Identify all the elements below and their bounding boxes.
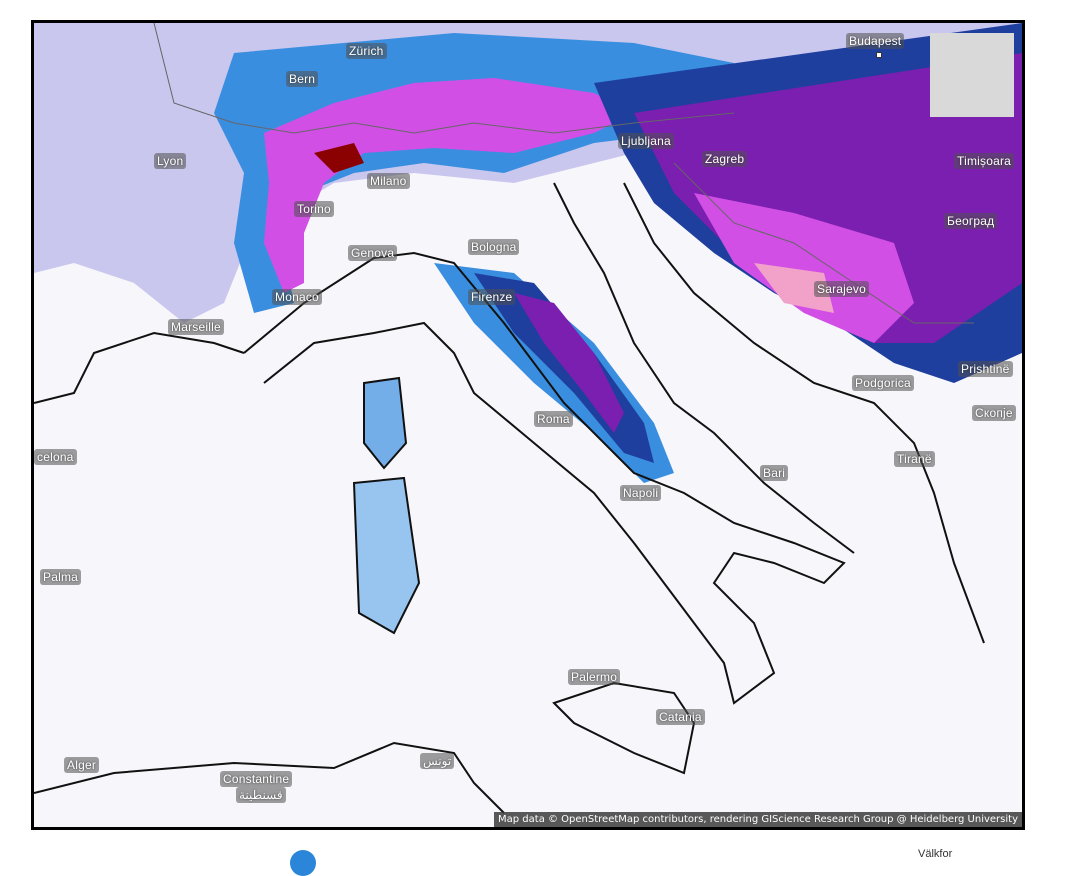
sardinia-coast xyxy=(352,476,421,635)
city-label: Roma xyxy=(534,411,573,427)
city-label: Podgorica xyxy=(852,375,914,391)
city-bologna: Bologna xyxy=(468,239,520,255)
city-genova: Genova xyxy=(348,245,398,261)
city-palma: Palma xyxy=(40,569,82,585)
city-label: Ljubljana xyxy=(618,133,674,149)
city-constantine: Constantine xyxy=(220,771,293,787)
city-budapest: Budapest xyxy=(846,33,905,58)
city-palermo: Palermo xyxy=(568,669,621,685)
city-label: Napoli xyxy=(620,485,662,501)
city-milano: Milano xyxy=(367,173,410,189)
city-label: Constantine xyxy=(220,771,293,787)
alps-core xyxy=(314,143,364,173)
city-label: Genova xyxy=(348,245,398,261)
city-label: Скопје xyxy=(972,405,1016,421)
city-label: Catania xyxy=(656,709,705,725)
sicily xyxy=(552,681,696,775)
city-zagreb: Zagreb xyxy=(702,151,748,167)
city-label: Marseille xyxy=(168,319,224,335)
city-timisoara: Timișoara xyxy=(954,153,1015,169)
city-marseille: Marseille xyxy=(168,319,224,335)
city-firenze: Firenze xyxy=(468,289,516,305)
city-bari: Bari xyxy=(760,465,789,481)
city-label: Tiranë xyxy=(894,451,935,467)
city-label: Palermo xyxy=(568,669,621,685)
city-label: Budapest xyxy=(846,33,905,49)
city-label: Alger xyxy=(64,757,100,773)
city-label: قسنطينة xyxy=(236,787,286,803)
city-catania: Catania xyxy=(656,709,705,725)
city-label: celona xyxy=(34,449,77,465)
city-barcelona: celona xyxy=(34,449,77,465)
balkan-coast xyxy=(623,182,985,644)
share-icon xyxy=(930,33,1025,830)
city-bern: Bern xyxy=(286,71,319,87)
footer-text: Välkfor xyxy=(918,848,953,860)
map-canvas xyxy=(34,23,1022,814)
city-label: Lyon xyxy=(154,153,187,169)
city-alger: Alger xyxy=(64,757,100,773)
city-label: Bern xyxy=(286,71,319,87)
city-beograd: Београд xyxy=(944,213,998,229)
border-france xyxy=(153,23,235,124)
border-balkans xyxy=(673,162,974,324)
balkans-purple xyxy=(634,53,1022,343)
city-label: Monaco xyxy=(272,289,322,305)
city-roma: Roma xyxy=(534,411,573,427)
city-label: Prishtinë xyxy=(958,361,1013,377)
city-label: تونس xyxy=(420,753,455,769)
city-label: Sarajevo xyxy=(814,281,869,297)
snowfall-map[interactable]: Budapest Zürich Bern Lyon Milano Torino … xyxy=(31,20,1025,830)
italy-coast xyxy=(243,251,846,705)
city-ljubljana: Ljubljana xyxy=(618,133,674,149)
city-label: Firenze xyxy=(468,289,516,305)
city-tirane: Tiranë xyxy=(894,451,935,467)
city-label: Bologna xyxy=(468,239,520,255)
map-attribution[interactable]: Map data © OpenStreetMap contributors, r… xyxy=(494,812,1022,827)
city-podgorica: Podgorica xyxy=(852,375,914,391)
corsica xyxy=(364,378,406,468)
city-label: Београд xyxy=(944,213,998,229)
city-monaco: Monaco xyxy=(272,289,322,305)
city-lyon: Lyon xyxy=(154,153,187,169)
balkans-pink xyxy=(754,263,834,313)
city-label: Milano xyxy=(367,173,410,189)
city-label: Palma xyxy=(40,569,82,585)
border-alps xyxy=(233,112,735,134)
city-prishtine: Prishtinë xyxy=(958,361,1013,377)
city-label: Torino xyxy=(294,201,334,217)
adriatic-coast xyxy=(553,182,855,554)
city-label: Zagreb xyxy=(702,151,748,167)
city-torino: Torino xyxy=(294,201,334,217)
city-label: Zürich xyxy=(346,43,387,59)
city-zurich: Zürich xyxy=(346,43,387,59)
corsica-coast xyxy=(363,376,408,470)
sardinia xyxy=(354,478,419,633)
city-skopje: Скопје xyxy=(972,405,1016,421)
city-label: Bari xyxy=(760,465,789,481)
city-tunis: تونس xyxy=(420,753,455,769)
city-sarajevo: Sarajevo xyxy=(814,281,869,297)
info-icon[interactable] xyxy=(290,850,316,876)
africa-coast xyxy=(34,741,505,814)
share-button[interactable] xyxy=(930,33,1014,117)
apennines-purple xyxy=(514,293,624,433)
city-constantine-arabic: قسنطينة xyxy=(236,787,286,803)
city-napoli: Napoli xyxy=(620,485,662,501)
balkans-magenta xyxy=(694,193,914,343)
city-marker xyxy=(876,52,882,58)
france-spain-coast xyxy=(34,331,245,404)
city-label: Timișoara xyxy=(954,153,1015,169)
